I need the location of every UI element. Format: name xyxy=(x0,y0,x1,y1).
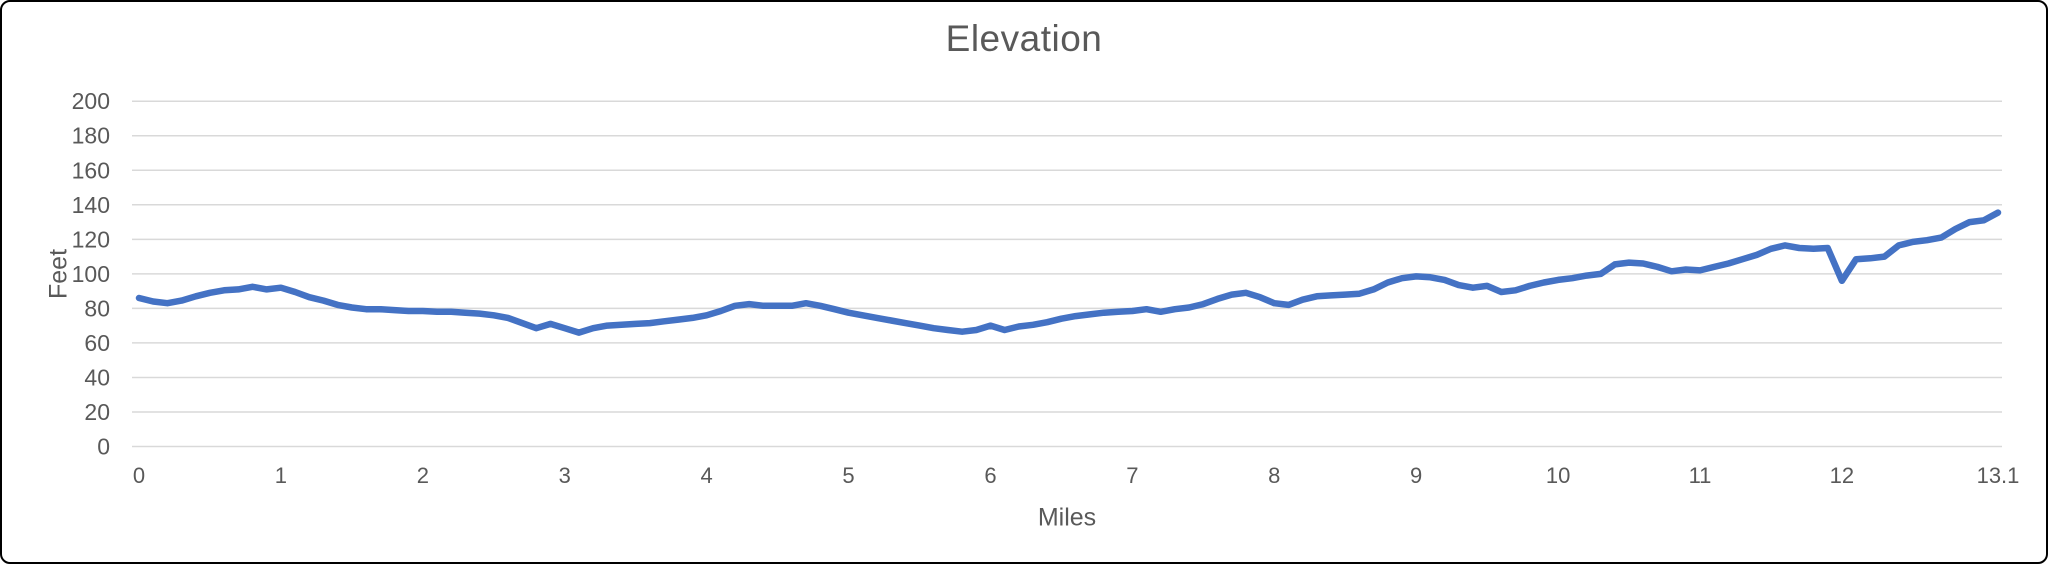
x-tick-label-13.1: 13.1 xyxy=(1977,463,2020,488)
y-tick-label-140: 140 xyxy=(72,192,110,218)
y-tick-label-40: 40 xyxy=(84,364,110,390)
y-tick-label-20: 20 xyxy=(84,399,110,425)
x-tick-label-2: 2 xyxy=(417,463,429,488)
y-axis-title: Feet xyxy=(44,248,73,300)
chart-title: Elevation xyxy=(945,18,1103,59)
y-tick-label-200: 200 xyxy=(72,88,110,114)
x-tick-label-5: 5 xyxy=(842,463,854,488)
x-tick-label-3: 3 xyxy=(559,463,571,488)
x-tick-labels: 0 1 2 3 4 5 6 7 8 9 10 11 12 13.1 xyxy=(133,463,2020,488)
y-tick-label-180: 180 xyxy=(72,123,110,149)
y-tick-label-120: 120 xyxy=(72,226,110,252)
x-tick-label-8: 8 xyxy=(1268,463,1280,488)
x-tick-label-12: 12 xyxy=(1830,463,1854,488)
y-tick-label-100: 100 xyxy=(72,261,110,287)
x-tick-label-9: 9 xyxy=(1410,463,1422,488)
gridlines xyxy=(132,100,2002,448)
y-tick-label-60: 60 xyxy=(84,330,110,356)
x-tick-label-10: 10 xyxy=(1546,463,1570,488)
x-tick-label-6: 6 xyxy=(984,463,996,488)
x-tick-label-4: 4 xyxy=(701,463,713,488)
y-tick-label-0: 0 xyxy=(97,434,110,460)
x-axis-title: Miles xyxy=(1037,503,1097,532)
x-tick-label-7: 7 xyxy=(1126,463,1138,488)
x-tick-label-0: 0 xyxy=(133,463,145,488)
elevation-line-series xyxy=(135,209,2002,336)
y-tick-label-160: 160 xyxy=(72,157,110,183)
x-tick-label-11: 11 xyxy=(1689,463,1712,488)
y-tick-label-80: 80 xyxy=(84,295,110,321)
x-tick-label-1: 1 xyxy=(275,463,287,488)
